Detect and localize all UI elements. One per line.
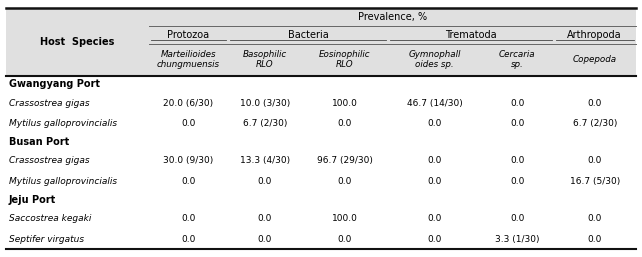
Text: 96.7 (29/30): 96.7 (29/30) bbox=[317, 156, 373, 165]
Text: Protozoa: Protozoa bbox=[168, 30, 209, 40]
Text: Crassostrea gigas: Crassostrea gigas bbox=[9, 99, 90, 108]
Text: Prevalence, %: Prevalence, % bbox=[358, 12, 427, 22]
Text: 20.0 (6/30): 20.0 (6/30) bbox=[163, 99, 214, 108]
Text: 0.0: 0.0 bbox=[427, 235, 442, 244]
Text: Marteilioides
chungmuensis: Marteilioides chungmuensis bbox=[157, 50, 220, 69]
Text: Mytilus galloprovincialis: Mytilus galloprovincialis bbox=[9, 177, 117, 186]
Text: 16.7 (5/30): 16.7 (5/30) bbox=[569, 177, 620, 186]
Text: 0.0: 0.0 bbox=[181, 214, 196, 223]
Text: Gymnophall
oides sp.: Gymnophall oides sp. bbox=[408, 50, 460, 69]
Bar bbox=[6, 8, 636, 76]
Text: 0.0: 0.0 bbox=[338, 235, 352, 244]
Text: 0.0: 0.0 bbox=[510, 156, 525, 165]
Text: 0.0: 0.0 bbox=[427, 156, 442, 165]
Text: Busan Port: Busan Port bbox=[9, 137, 69, 147]
Text: 46.7 (14/30): 46.7 (14/30) bbox=[406, 99, 462, 108]
Text: 0.0: 0.0 bbox=[181, 177, 196, 186]
Text: 100.0: 100.0 bbox=[332, 99, 358, 108]
Text: Host  Species: Host Species bbox=[40, 37, 115, 47]
Text: Saccostrea kegaki: Saccostrea kegaki bbox=[9, 214, 91, 223]
Text: 0.0: 0.0 bbox=[587, 235, 602, 244]
Text: Mytilus galloprovincialis: Mytilus galloprovincialis bbox=[9, 119, 117, 128]
Text: 0.0: 0.0 bbox=[257, 177, 272, 186]
Text: 10.0 (3/30): 10.0 (3/30) bbox=[239, 99, 290, 108]
Text: Cercaria
sp.: Cercaria sp. bbox=[499, 50, 535, 69]
Text: Basophilic
RLO: Basophilic RLO bbox=[243, 50, 287, 69]
Text: 0.0: 0.0 bbox=[587, 99, 602, 108]
Text: 0.0: 0.0 bbox=[510, 119, 525, 128]
Text: Septifer virgatus: Septifer virgatus bbox=[9, 235, 84, 244]
Text: 0.0: 0.0 bbox=[427, 177, 442, 186]
Text: 13.3 (4/30): 13.3 (4/30) bbox=[239, 156, 290, 165]
Text: Eosinophilic
RLO: Eosinophilic RLO bbox=[319, 50, 370, 69]
Text: 6.7 (2/30): 6.7 (2/30) bbox=[243, 119, 287, 128]
Text: 0.0: 0.0 bbox=[587, 214, 602, 223]
Text: 30.0 (9/30): 30.0 (9/30) bbox=[163, 156, 214, 165]
Text: Trematoda: Trematoda bbox=[445, 30, 497, 40]
Text: 0.0: 0.0 bbox=[510, 214, 525, 223]
Text: 0.0: 0.0 bbox=[427, 119, 442, 128]
Text: Bacteria: Bacteria bbox=[288, 30, 329, 40]
Text: 0.0: 0.0 bbox=[510, 99, 525, 108]
Text: 100.0: 100.0 bbox=[332, 214, 358, 223]
Text: 6.7 (2/30): 6.7 (2/30) bbox=[573, 119, 617, 128]
Text: 0.0: 0.0 bbox=[338, 119, 352, 128]
Text: 0.0: 0.0 bbox=[181, 119, 196, 128]
Text: Copepoda: Copepoda bbox=[573, 55, 617, 64]
Text: Jeju Port: Jeju Port bbox=[9, 195, 56, 205]
Text: Crassostrea gigas: Crassostrea gigas bbox=[9, 156, 90, 165]
Text: 0.0: 0.0 bbox=[181, 235, 196, 244]
Text: Gwangyang Port: Gwangyang Port bbox=[9, 79, 100, 89]
Text: 0.0: 0.0 bbox=[257, 214, 272, 223]
Text: 0.0: 0.0 bbox=[587, 156, 602, 165]
Text: 0.0: 0.0 bbox=[510, 177, 525, 186]
Text: 0.0: 0.0 bbox=[338, 177, 352, 186]
Text: 0.0: 0.0 bbox=[427, 214, 442, 223]
Text: 0.0: 0.0 bbox=[257, 235, 272, 244]
Text: Arthropoda: Arthropoda bbox=[568, 30, 622, 40]
Text: 3.3 (1/30): 3.3 (1/30) bbox=[495, 235, 539, 244]
